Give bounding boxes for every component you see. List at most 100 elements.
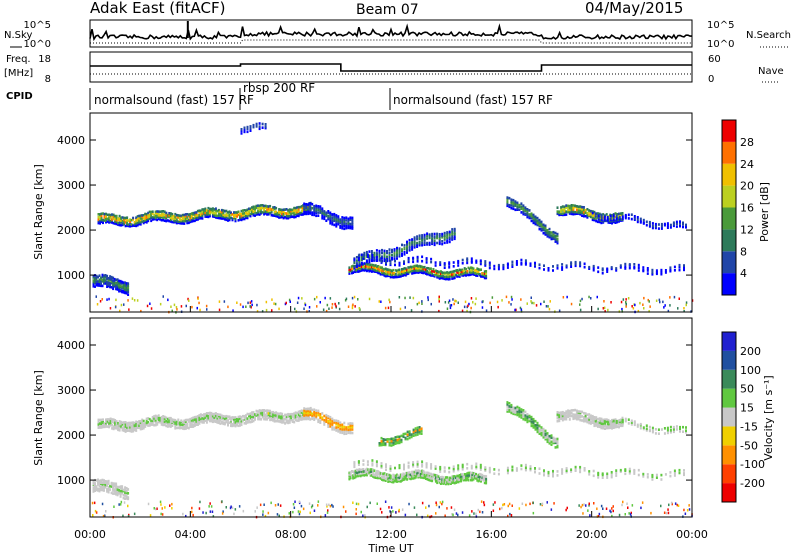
power-cell [389,259,392,263]
power-cell [118,221,121,224]
power-cell [619,212,622,215]
velocity-cell [369,468,372,471]
velocity-noise [421,501,424,505]
power-cell [189,215,192,218]
velocity-cell [367,468,370,471]
velocity-cell [142,422,145,426]
velocity-cell [220,414,223,418]
power-cell [117,217,120,220]
power-cell [106,277,109,280]
velocity-cell [614,418,617,421]
power-cell [217,212,220,215]
velocity-cell [103,489,105,492]
power-cell [393,248,396,251]
power-cell [139,217,142,220]
colorbar-tick: 20 [740,180,754,193]
power-cell [401,243,403,247]
power-cell [223,218,226,221]
power-noise [596,295,598,299]
power-cell [178,221,181,225]
power-noise [326,303,329,307]
power-cell [466,257,469,260]
power-cell [225,212,228,216]
power-cell [323,217,326,221]
velocity-cell [457,478,460,482]
power-cell [231,218,234,222]
velocity-cell [92,490,95,493]
power-cell [439,261,442,264]
nsky-line [89,23,692,42]
power-cell [236,215,238,218]
velocity-cell [615,419,618,423]
velocity-noise [278,514,280,518]
velocity-cell [94,487,96,490]
velocity-cell [165,424,168,428]
velocity-cell [329,420,332,423]
power-noise [136,299,139,302]
velocity-cell [245,422,247,425]
power-cell [193,216,196,220]
power-cell [303,212,306,216]
velocity-cell [610,473,613,477]
velocity-cell [263,413,266,416]
power-cell [534,218,537,222]
power-cell [246,125,249,129]
power-cell [372,263,375,267]
velocity-cell [172,422,175,426]
velocity-cell [436,477,439,480]
velocity-noise [270,501,272,505]
velocity-cell [477,475,480,479]
power-cell [231,217,234,220]
power-cell [99,213,101,216]
power-noise [444,301,447,304]
velocity-cell [230,421,232,425]
power-cell [293,211,296,215]
power-cell [363,251,366,255]
velocity-cell [174,418,177,422]
power-cell [446,275,449,278]
power-cell [196,218,199,221]
velocity-cell [542,432,545,436]
power-noise [387,306,390,310]
velocity-cell [434,467,437,470]
power-noise [256,310,259,313]
power-cell [358,264,361,267]
power-cell [443,277,446,281]
power-cell [666,224,669,227]
velocity-cell [353,465,356,469]
power-noise [642,303,644,306]
power-cell [122,289,125,293]
power-cell [368,267,371,271]
velocity-cell [270,411,273,414]
velocity-cell [237,424,240,428]
velocity-cell [272,415,275,418]
power-cell [388,255,391,259]
velocity-cell [488,470,491,474]
power-cell [418,234,421,237]
velocity-cell [237,419,240,423]
power-cell [423,237,426,241]
velocity-cell [243,422,246,425]
power-cell [636,220,639,224]
power-cell [579,209,582,212]
power-cell [141,214,144,217]
power-cell [343,222,346,225]
velocity-cell [272,410,275,414]
power-cell [378,269,381,273]
velocity-cell [190,417,193,420]
power-cell [118,289,121,293]
power-cell [376,267,378,270]
colorbar-tick: 4 [740,267,747,280]
power-cell [663,222,666,226]
power-cell [412,256,415,260]
velocity-cell [556,470,559,473]
velocity-cell [122,493,125,497]
power-cell [192,211,195,215]
velocity-cell [611,424,613,428]
power-cell [388,268,391,272]
power-noise [452,298,454,301]
power-cell [234,211,237,214]
power-cell [233,213,235,217]
power-cell [437,274,440,278]
power-cell [162,213,165,216]
